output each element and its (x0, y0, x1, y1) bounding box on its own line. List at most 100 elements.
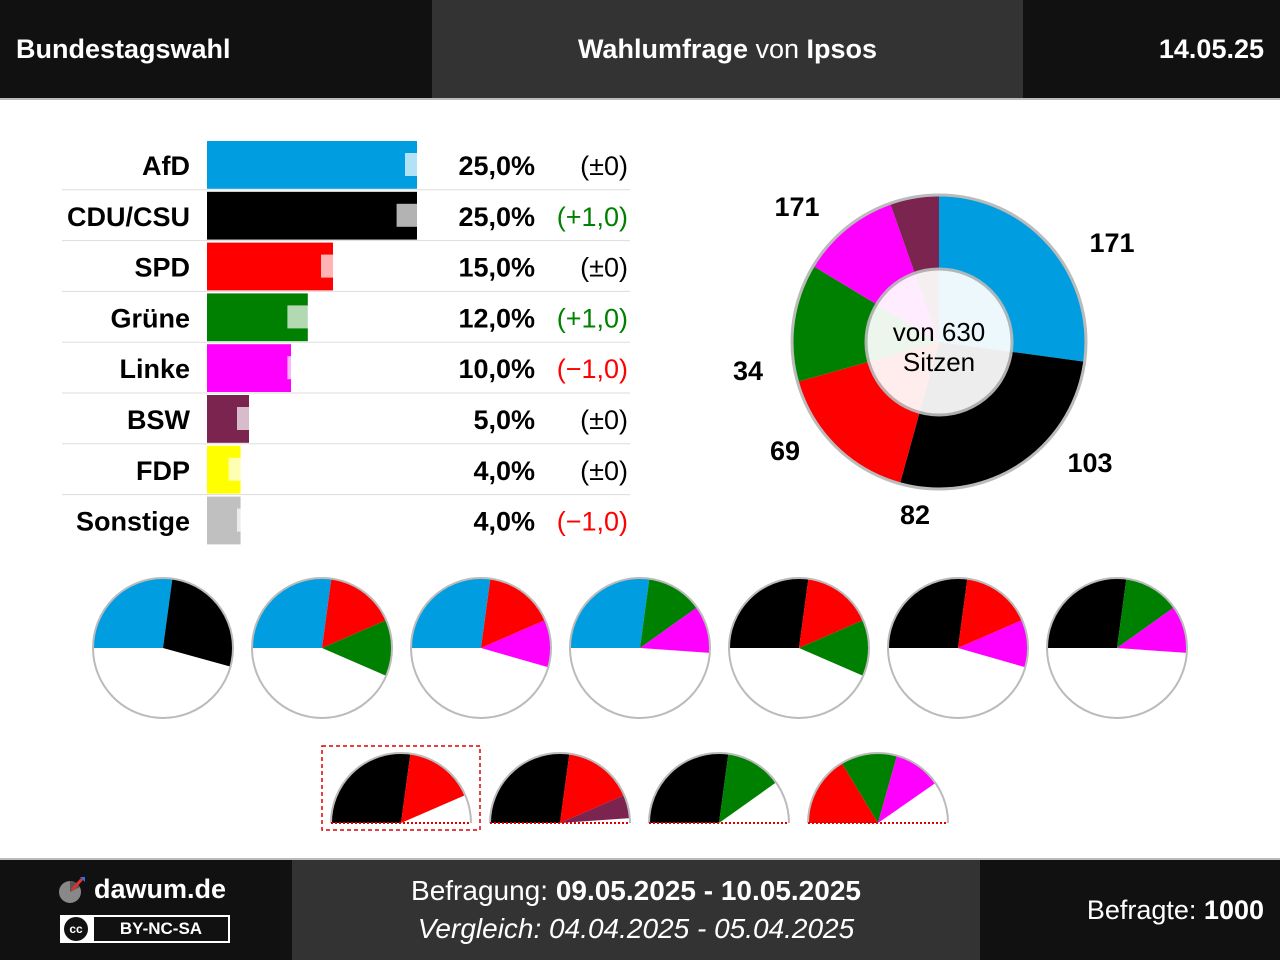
previous-value-marker (287, 305, 332, 329)
respondents-value: 1000 (1203, 894, 1264, 925)
dawum-logo-icon (59, 876, 85, 903)
survey-period-label: Befragung: (411, 875, 556, 906)
coalition-slice (841, 753, 897, 823)
coalition-slice (1047, 578, 1127, 648)
change-label: (±0) (580, 456, 628, 486)
coalition-slice (570, 578, 650, 648)
comparison-period: Vergleich: 04.04.2025 - 05.04.2025 (417, 913, 855, 944)
coalition-border (569, 577, 711, 719)
respondents-label: Befragte: (1086, 894, 1204, 925)
coalition-border (1046, 577, 1188, 719)
coalition-slice (331, 753, 411, 823)
footer-brand: dawum.de cc BY-NC-SA (0, 860, 292, 960)
value-label: 4,0% (473, 456, 535, 486)
bar (207, 242, 333, 291)
coalition-slice (878, 755, 936, 823)
institute-name: Ipsos (806, 33, 878, 64)
coalition-border (92, 577, 234, 719)
chart-canvas: AfD 25,0% (±0) CDU/CSU 25,0% (+1,0) SPD 15,0% (±… (62, 141, 1188, 831)
coalition-slice (560, 753, 625, 823)
seat-label: 171 (1089, 228, 1134, 258)
footer-respondents: Befragte: 1000 (980, 860, 1280, 960)
survey-period: Befragung: 09.05.2025 - 10.05.2025 (411, 872, 861, 910)
change-label: (−1,0) (557, 354, 628, 384)
coalition-border (330, 752, 472, 824)
coalition-border (887, 577, 1029, 719)
value-label: 4,0% (473, 507, 535, 537)
coalition-border (251, 577, 393, 719)
change-label: (±0) (580, 151, 628, 181)
coalition-slice (649, 753, 729, 823)
license-text: BY-NC-SA (94, 917, 228, 941)
party-label: SPD (134, 253, 190, 283)
site-name: dawum.de (94, 874, 227, 904)
coalition-slice (640, 578, 698, 648)
party-label: AfD (142, 151, 190, 181)
poll-label: Wahlumfrage (577, 33, 748, 64)
value-label: 15,0% (458, 253, 535, 283)
creative-commons-icon: cc (64, 917, 88, 941)
change-label: (+1,0) (557, 202, 628, 232)
seat-total-label: Sitzen (903, 347, 975, 377)
coalition-slice (490, 753, 570, 823)
bar (207, 344, 291, 392)
coalition-slice (640, 607, 710, 653)
coalition-slice (481, 578, 546, 648)
header-divider (0, 98, 1280, 100)
bar (207, 141, 417, 189)
value-label: 12,0% (458, 303, 535, 333)
coalition-slice (92, 578, 173, 648)
coalition-slice (322, 620, 392, 676)
license-badge[interactable]: cc BY-NC-SA (60, 915, 230, 943)
change-label: (±0) (580, 253, 628, 283)
footer-divider (0, 858, 1280, 860)
value-label: 10,0% (458, 354, 535, 384)
coalition-slice (401, 753, 466, 823)
coalition-border (807, 752, 949, 824)
coalition-slice (799, 620, 869, 676)
seat-label: 171 (774, 192, 819, 222)
previous-value-marker (321, 254, 365, 278)
party-label: CDU/CSU (67, 202, 190, 232)
seat-pie-border (790, 193, 1088, 491)
seat-label: 103 (1067, 448, 1112, 478)
change-label: (−1,0) (557, 507, 628, 537)
coalition-slice (888, 578, 968, 648)
coalition-slice (1117, 578, 1175, 648)
party-label: Linke (119, 354, 190, 384)
seat-total-label: von 630 (893, 317, 986, 347)
previous-value-marker (237, 407, 281, 430)
previous-value-marker (228, 457, 273, 481)
header-poll-source: Wahlumfrage von Ipsos (432, 0, 1023, 98)
coalition-border (648, 752, 790, 824)
logo[interactable]: dawum.de (58, 874, 226, 905)
seat-slice (792, 265, 939, 382)
seat-label: 82 (900, 500, 930, 530)
previous-value-marker (396, 203, 441, 227)
previous-value-marker (237, 508, 281, 532)
coalition-slice (719, 753, 777, 823)
coalition-slice (958, 620, 1028, 668)
party-label: Grüne (110, 303, 190, 333)
change-label: (±0) (580, 405, 628, 435)
previous-value-marker (405, 153, 449, 176)
previous-value-marker (287, 356, 332, 380)
header-date: 14.05.25 (1023, 0, 1280, 98)
party-label: FDP (136, 456, 190, 486)
coalition-slice (163, 578, 234, 667)
seat-pie-center (864, 267, 1014, 417)
coalition-slice (1117, 607, 1187, 653)
survey-period-value: 09.05.2025 - 10.05.2025 (555, 875, 861, 906)
value-label: 25,0% (458, 202, 535, 232)
value-label: 5,0% (473, 405, 535, 435)
coalition-border (489, 752, 631, 824)
coalition-slice (958, 578, 1023, 648)
coalition-slice (799, 578, 864, 648)
coalition-border (728, 577, 870, 719)
coalition-slice (560, 795, 630, 823)
coalition-slice (411, 578, 491, 648)
coalition-slice (481, 620, 551, 668)
coalition-slice (729, 578, 809, 648)
change-label: (+1,0) (557, 303, 628, 333)
election-label: Bundestagswahl (16, 33, 231, 64)
